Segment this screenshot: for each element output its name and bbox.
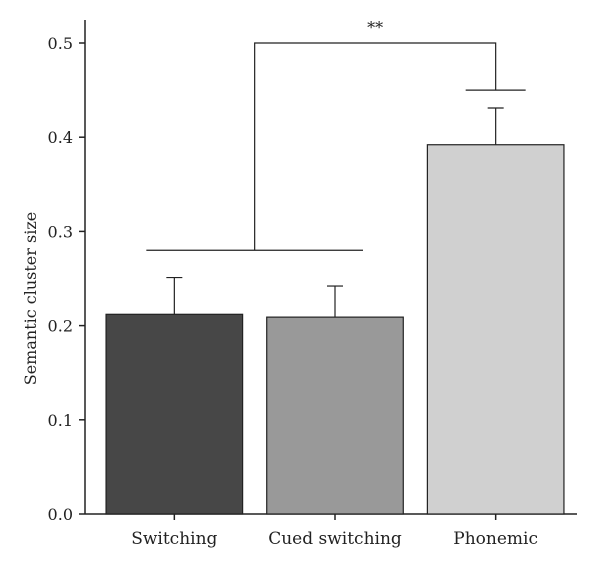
y-tick-label: 0.0	[48, 505, 73, 524]
y-tick-label: 0.5	[48, 34, 73, 53]
significance-label: **	[367, 18, 383, 37]
x-tick-label: Switching	[131, 529, 217, 549]
y-tick-label: 0.4	[48, 128, 73, 147]
y-ticks: 0.0 0.1 0.2 0.3 0.4 0.5	[48, 34, 85, 524]
y-tick-label: 0.2	[48, 317, 73, 336]
y-tick-label: 0.1	[48, 411, 73, 430]
bracket-connector	[254, 42, 497, 251]
significance-bracket: **	[146, 18, 526, 251]
bar-cued-switching	[266, 316, 404, 515]
x-tick-label: Cued switching	[268, 529, 402, 549]
y-axis-title: Semantic cluster size	[21, 212, 40, 386]
error-bars	[166, 107, 504, 318]
category-labels: Switching Cued switching Phonemic	[131, 514, 538, 549]
x-tick-label: Phonemic	[453, 529, 538, 549]
bar-phonemic	[426, 144, 565, 515]
bars	[105, 144, 565, 515]
bar-switching	[105, 313, 244, 515]
y-tick-label: 0.3	[48, 222, 73, 241]
